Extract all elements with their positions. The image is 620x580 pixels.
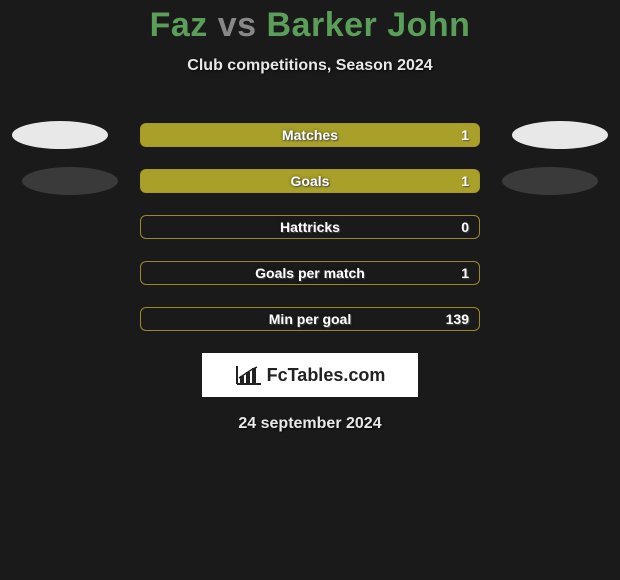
title-player2: Barker John [267,6,471,44]
stat-bar: Hattricks 0 [140,215,480,239]
footer-date: 24 september 2024 [0,415,620,433]
stat-label: Goals per match [255,265,365,281]
stat-value: 1 [461,127,469,143]
logo-text: FcTables.com [267,365,386,386]
stat-row: Hattricks 0 [0,215,620,239]
barchart-icon [235,364,263,386]
stat-label: Goals [291,173,330,189]
stat-row: Goals 1 [0,169,620,193]
title-vs: vs [218,6,257,44]
ellipse-icon [12,121,108,149]
logo-box: FcTables.com [202,353,418,397]
stats-container: Matches 1 Goals 1 Hattricks 0 Goals per … [0,123,620,331]
stat-value: 0 [461,219,469,235]
stat-row: Matches 1 [0,123,620,147]
stat-row: Goals per match 1 [0,261,620,285]
stat-bar: Matches 1 [140,123,480,147]
logo: FcTables.com [235,364,386,386]
stat-label: Hattricks [280,219,340,235]
subtitle: Club competitions, Season 2024 [0,57,620,75]
stat-bar: Goals per match 1 [140,261,480,285]
ellipse-icon [502,167,598,195]
stat-bar: Min per goal 139 [140,307,480,331]
stat-label: Matches [282,127,338,143]
stat-row: Min per goal 139 [0,307,620,331]
ellipse-icon [512,121,608,149]
page-title: Faz vs Barker John [0,0,620,45]
ellipse-icon [22,167,118,195]
title-player1: Faz [150,6,208,44]
stat-value: 1 [461,173,469,189]
stat-value: 1 [461,265,469,281]
stat-value: 139 [446,311,469,327]
stat-bar: Goals 1 [140,169,480,193]
stat-label: Min per goal [269,311,351,327]
